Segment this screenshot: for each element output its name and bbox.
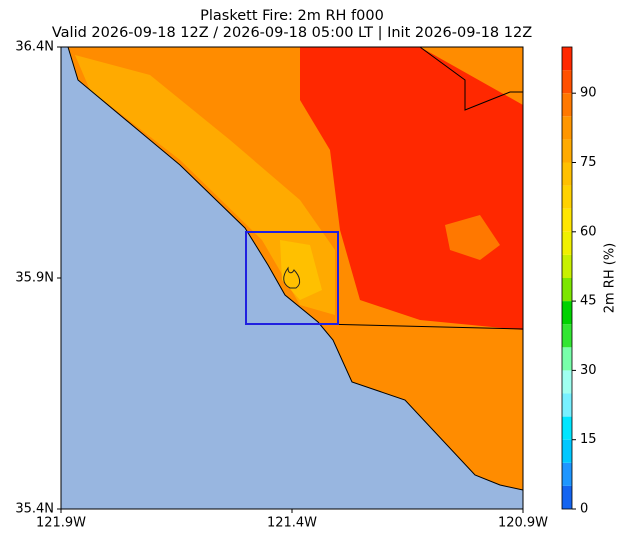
- colorbar-segment: [562, 208, 572, 232]
- y-tick-label: 35.4N: [15, 502, 54, 517]
- colorbar-segment: [562, 278, 572, 302]
- map-title: Plaskett Fire: 2m RH f000: [200, 8, 384, 24]
- colorbar-segment: [562, 47, 572, 71]
- colorbar-tick-label: 15: [580, 432, 597, 447]
- colorbar-segment: [562, 485, 572, 509]
- colorbar-segment: [562, 416, 572, 440]
- colorbar-segment: [562, 231, 572, 255]
- colorbar-segment: [562, 439, 572, 463]
- y-tick-label: 36.4N: [15, 40, 54, 55]
- colorbar-segment: [562, 254, 572, 278]
- colorbar-frame: [561, 46, 573, 510]
- fire-icon: [283, 266, 301, 289]
- colorbar-segment: [562, 93, 572, 117]
- fire-box: [245, 231, 339, 325]
- colorbar-segment: [562, 393, 572, 417]
- colorbar-segment: [562, 185, 572, 209]
- colorbar-segment: [562, 70, 572, 94]
- county-line: [419, 46, 523, 111]
- colorbar-tick-label: 60: [580, 224, 597, 239]
- field-zone: [75, 55, 335, 315]
- x-tick-label: 120.9W: [498, 516, 548, 531]
- y-tick-label: 35.9N: [15, 271, 54, 286]
- colorbar-tick-label: 0: [580, 502, 588, 517]
- colorbar-label: 2m RH (%): [603, 243, 618, 314]
- x-tick-label: 121.4W: [267, 516, 317, 531]
- colorbar-tick-label: 90: [580, 86, 597, 101]
- field-zone: [445, 215, 500, 260]
- colorbar-tick-label: 45: [580, 294, 597, 309]
- field-zone: [300, 47, 523, 330]
- county-line: [319, 323, 524, 330]
- map-field: [60, 46, 524, 510]
- colorbar-segment: [562, 301, 572, 325]
- colorbar-segment: [562, 162, 572, 186]
- colorbar-segment: [562, 139, 572, 163]
- x-tick-label: 121.9W: [36, 516, 86, 531]
- colorbar-segment: [562, 347, 572, 371]
- colorbar-segment: [562, 462, 572, 486]
- field-zone: [280, 240, 322, 300]
- colorbar-tick-label: 75: [580, 155, 597, 170]
- colorbar-segment: [562, 116, 572, 140]
- colorbar-segment: [562, 324, 572, 348]
- coastline: [67, 46, 524, 491]
- colorbar-tick-label: 30: [580, 363, 597, 378]
- colorbar-segment: [562, 370, 572, 394]
- map-subtitle: Valid 2026-09-18 12Z / 2026-09-18 05:00 …: [52, 25, 532, 41]
